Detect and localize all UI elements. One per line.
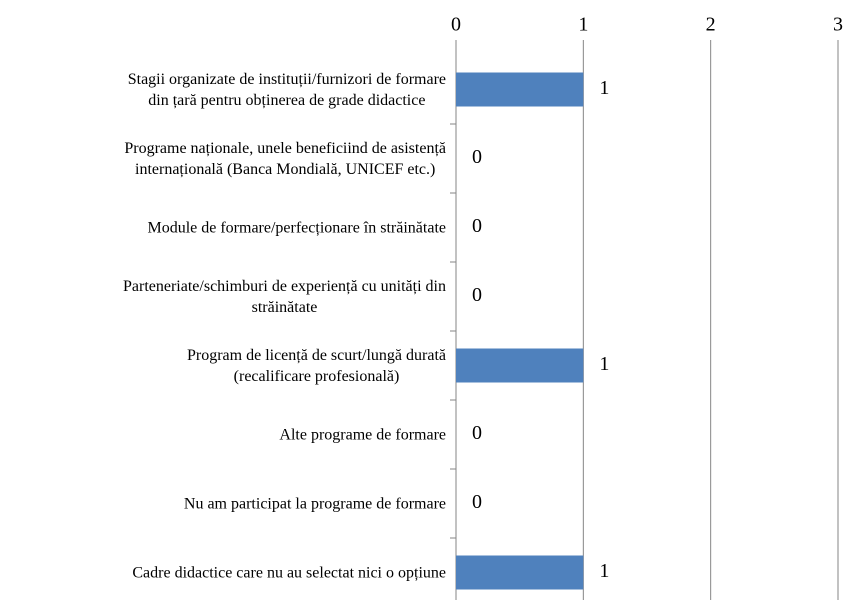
value-label: 1 [599, 77, 609, 99]
y-tick-label: Cadre didactice care nu au selectat nici… [132, 564, 446, 581]
x-tick-label: 2 [706, 14, 716, 36]
value-label: 0 [472, 422, 482, 444]
value-label: 1 [599, 353, 609, 375]
y-tick-label: Programe naționale, unele beneficiind de… [124, 139, 446, 178]
value-label: 1 [599, 560, 609, 582]
bar [456, 555, 584, 590]
x-tick-label: 0 [451, 14, 461, 36]
y-tick-label: Parteneriate/schimburi de experiență cu … [123, 277, 446, 316]
y-tick-label: Module de formare/perfecționare în străi… [147, 219, 446, 236]
y-tick-label: Program de licență de scurt/lungă durată… [186, 346, 446, 385]
y-tick-label: Stagii organizate de instituții/furnizor… [127, 70, 446, 109]
value-label: 0 [472, 284, 482, 306]
x-tick-label: 1 [578, 14, 588, 36]
value-label: 0 [472, 146, 482, 168]
y-tick-label: Nu am participat la programe de formare [183, 495, 446, 512]
value-label: 0 [472, 215, 482, 237]
value-label: 0 [472, 491, 482, 513]
bar [456, 348, 584, 383]
y-tick-label: Alte programe de formare [279, 426, 446, 443]
x-tick-label: 3 [833, 14, 843, 36]
bar [456, 72, 584, 107]
